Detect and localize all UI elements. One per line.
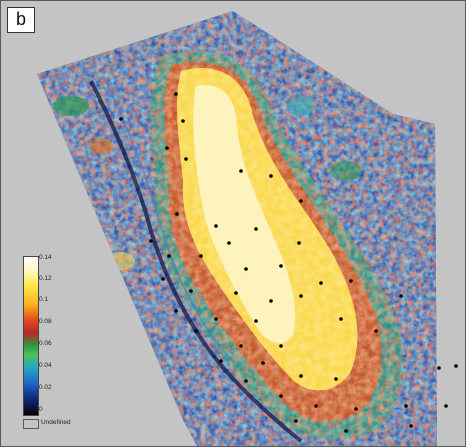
legend-tick: 0.12 bbox=[39, 275, 52, 282]
legend-tick: 0.1 bbox=[39, 296, 49, 303]
legend-tick: 0 bbox=[39, 406, 43, 413]
legend-color-ramp bbox=[23, 256, 39, 416]
legend-tick: 0.14 bbox=[39, 254, 52, 261]
legend-tick: 0.06 bbox=[39, 340, 52, 347]
legend-tick: 0.04 bbox=[39, 362, 52, 369]
legend-undefined-swatch bbox=[23, 419, 39, 429]
legend-undefined-label: Undefined bbox=[41, 419, 71, 426]
panel-label: b bbox=[7, 7, 35, 33]
legend-tick: 0.08 bbox=[39, 318, 52, 325]
color-legend: 0.14 0.12 0.1 0.08 0.06 0.04 0.02 0 Unde… bbox=[23, 254, 71, 436]
well-markers bbox=[119, 92, 458, 433]
legend-tick: 0.02 bbox=[39, 384, 52, 391]
